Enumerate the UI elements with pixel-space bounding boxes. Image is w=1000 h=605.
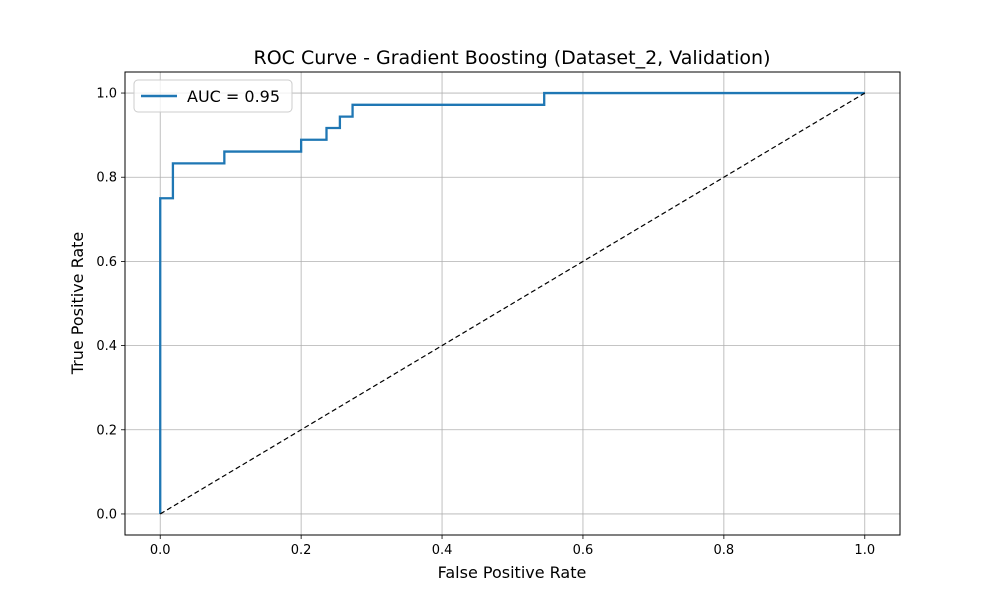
x-tick-label: 0.6 — [573, 543, 594, 558]
axis-ticks: 0.0 0.2 0.4 0.6 0.8 1.0 0.0 0.2 0.4 0.6 0.8 1.0 — [96, 87, 875, 558]
x-tick-label: 0.4 — [432, 543, 453, 558]
legend-box — [133, 79, 293, 113]
x-axis-label: False Positive Rate — [438, 563, 587, 582]
x-tick-label: 1.0 — [854, 543, 875, 558]
y-axis-label: True Positive Rate — [68, 232, 87, 376]
y-tick-label: 1.0 — [96, 87, 117, 102]
series-lines — [159, 91, 866, 515]
grid-lines — [125, 72, 900, 535]
y-tick-label: 0.4 — [96, 339, 117, 354]
chart-title: ROC Curve - Gradient Boosting (Dataset_2… — [254, 47, 771, 69]
plot-frame — [124, 71, 901, 536]
y-tick-label: 0.6 — [96, 255, 117, 270]
legend-entry-label: AUC = 0.95 — [187, 87, 280, 106]
roc-curve-line — [159, 91, 865, 514]
y-tick-label: 0.2 — [96, 423, 117, 438]
chance-diagonal-line — [159, 92, 866, 515]
x-tick-label: 0.8 — [714, 543, 735, 558]
x-tick-label: 0.2 — [291, 543, 312, 558]
x-tick-label: 0.0 — [150, 543, 171, 558]
y-tick-label: 0.0 — [96, 507, 117, 522]
legend: AUC = 0.95 — [133, 79, 293, 113]
y-tick-label: 0.8 — [96, 171, 117, 186]
